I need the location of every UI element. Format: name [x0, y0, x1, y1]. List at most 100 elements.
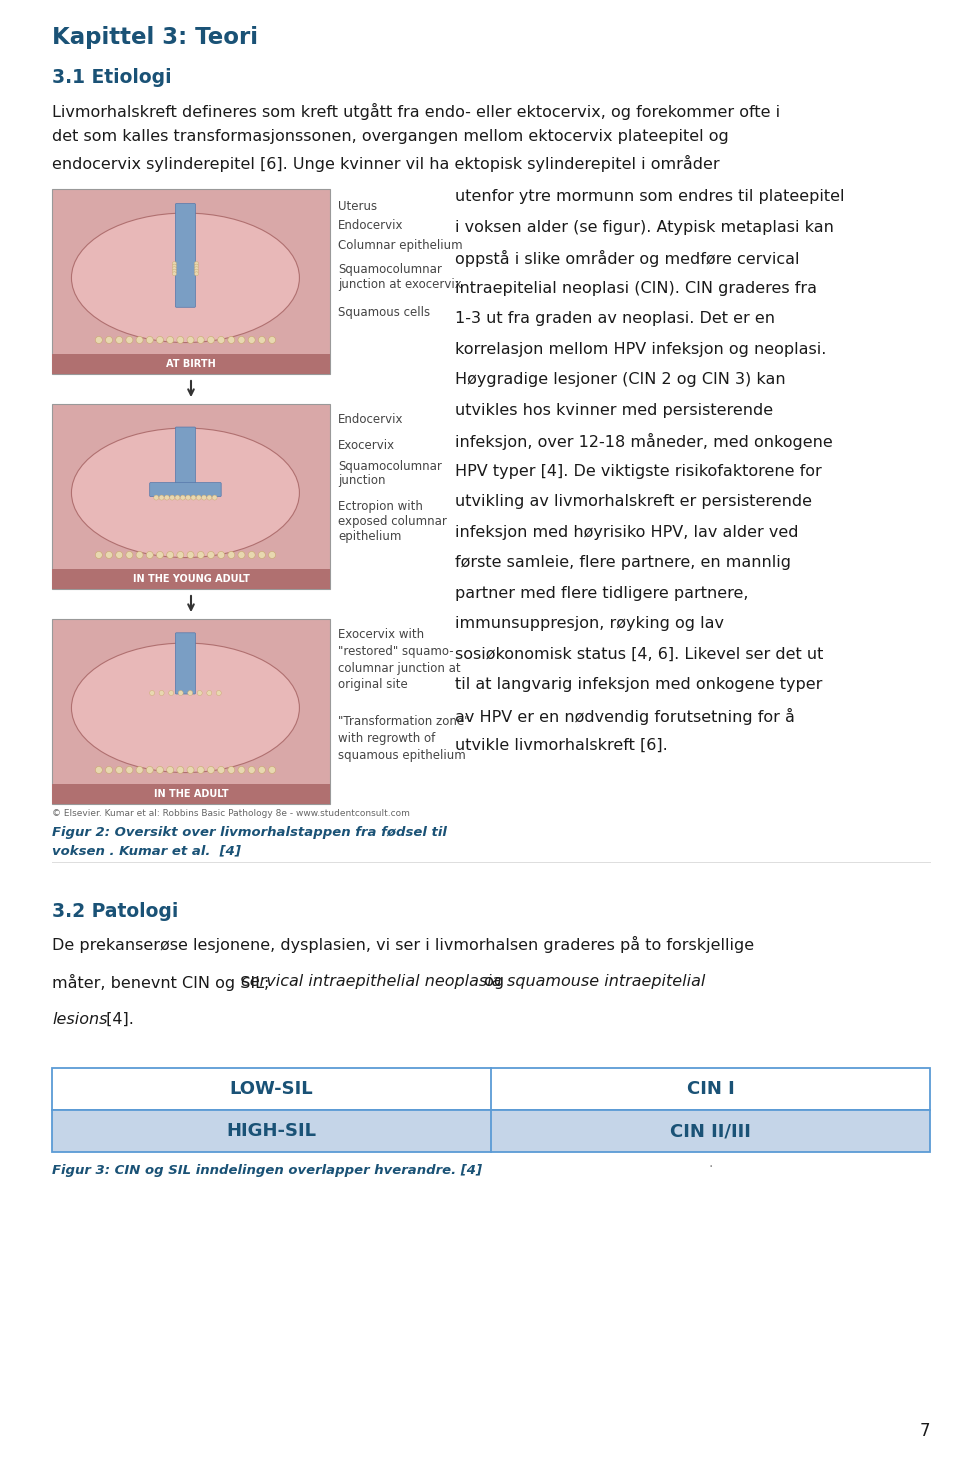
Text: Endocervix: Endocervix: [338, 219, 403, 232]
Circle shape: [197, 691, 203, 695]
Circle shape: [164, 496, 169, 500]
Circle shape: [218, 551, 225, 558]
Text: exposed columnar: exposed columnar: [338, 515, 446, 528]
Bar: [52, 620, 330, 803]
Text: junction at exocervix: junction at exocervix: [338, 278, 462, 290]
Circle shape: [95, 337, 103, 344]
Circle shape: [106, 551, 112, 558]
Circle shape: [136, 767, 143, 773]
Circle shape: [156, 767, 163, 773]
Circle shape: [126, 551, 132, 558]
Circle shape: [207, 551, 214, 558]
Text: i voksen alder (se figur). Atypisk metaplasi kan: i voksen alder (se figur). Atypisk metap…: [455, 220, 834, 235]
Circle shape: [206, 496, 212, 500]
Circle shape: [179, 691, 183, 695]
Text: Livmorhalskreft defineres som kreft utgått fra endo- eller ektocervix, og foreko: Livmorhalskreft defineres som kreft utgå…: [52, 104, 780, 120]
Text: original site: original site: [338, 678, 408, 691]
Text: til at langvarig infeksjon med onkogene typer: til at langvarig infeksjon med onkogene …: [455, 677, 823, 693]
Circle shape: [249, 767, 255, 773]
Circle shape: [249, 337, 255, 344]
Text: 3.1 Etiologi: 3.1 Etiologi: [52, 69, 172, 87]
Text: intraepitelial neoplasi (CIN). CIN graderes fra: intraepitelial neoplasi (CIN). CIN grade…: [455, 280, 817, 296]
Circle shape: [156, 551, 163, 558]
Text: Squamous cells: Squamous cells: [338, 306, 430, 318]
Circle shape: [106, 767, 112, 773]
Circle shape: [197, 551, 204, 558]
Text: "Transformation zone": "Transformation zone": [338, 716, 469, 728]
Text: utvikling av livmorhalskreft er persisterende: utvikling av livmorhalskreft er persiste…: [455, 494, 812, 509]
Circle shape: [258, 337, 265, 344]
Text: oppstå i slike områder og medføre cervical: oppstå i slike områder og medføre cervic…: [455, 249, 800, 267]
Text: det som kalles transformasjonssonen, overgangen mellom ektocervix plateepitel og: det som kalles transformasjonssonen, ove…: [52, 128, 729, 144]
Text: Figur 2: Oversikt over livmorhalstappen fra fødsel til: Figur 2: Oversikt over livmorhalstappen …: [52, 827, 446, 838]
Circle shape: [197, 337, 204, 344]
Text: LOW-SIL: LOW-SIL: [229, 1080, 313, 1098]
Text: IN THE ADULT: IN THE ADULT: [154, 789, 228, 799]
Text: Kapittel 3: Teori: Kapittel 3: Teori: [52, 26, 258, 50]
Text: og: og: [479, 974, 509, 989]
Circle shape: [177, 337, 184, 344]
Circle shape: [195, 261, 199, 265]
Circle shape: [269, 337, 276, 344]
Text: måter, benevnt CIN og SIL;: måter, benevnt CIN og SIL;: [52, 974, 275, 991]
Text: Figur 3: CIN og SIL inndelingen overlapper hverandre. [4]: Figur 3: CIN og SIL inndelingen overlapp…: [52, 1163, 482, 1177]
Circle shape: [206, 691, 212, 695]
Circle shape: [258, 767, 265, 773]
Circle shape: [180, 496, 185, 500]
Circle shape: [159, 691, 164, 695]
Circle shape: [228, 337, 235, 344]
Circle shape: [146, 337, 154, 344]
Circle shape: [136, 337, 143, 344]
Circle shape: [207, 767, 214, 773]
Text: sosiøkonomisk status [4, 6]. Likevel ser det ut: sosiøkonomisk status [4, 6]. Likevel ser…: [455, 646, 824, 662]
Circle shape: [167, 551, 174, 558]
Circle shape: [185, 496, 191, 500]
Bar: [52, 1110, 930, 1152]
Text: Uterus: Uterus: [338, 200, 377, 213]
Circle shape: [126, 767, 132, 773]
Bar: [52, 404, 330, 589]
Circle shape: [150, 691, 155, 695]
Circle shape: [196, 496, 202, 500]
Bar: [52, 569, 330, 589]
Text: 3.2 Patologi: 3.2 Patologi: [52, 903, 179, 921]
Text: utvikles hos kvinner med persisterende: utvikles hos kvinner med persisterende: [455, 402, 773, 417]
Text: CIN II/III: CIN II/III: [670, 1123, 751, 1140]
Circle shape: [177, 551, 184, 558]
Text: columnar junction at: columnar junction at: [338, 662, 461, 675]
Circle shape: [191, 496, 196, 500]
Text: HPV typer [4]. De viktigste risikofaktorene for: HPV typer [4]. De viktigste risikofaktor…: [455, 464, 822, 478]
Circle shape: [218, 767, 225, 773]
Circle shape: [154, 496, 158, 500]
Circle shape: [146, 551, 154, 558]
Circle shape: [106, 337, 112, 344]
Text: Columnar epithelium: Columnar epithelium: [338, 239, 463, 252]
FancyBboxPatch shape: [176, 204, 196, 308]
Text: immunsuppresjon, røyking og lav: immunsuppresjon, røyking og lav: [455, 615, 724, 631]
Ellipse shape: [71, 643, 300, 773]
Text: utenfor ytre mormunn som endres til plateepitel: utenfor ytre mormunn som endres til plat…: [455, 190, 845, 204]
Text: utvikle livmorhalskreft [6].: utvikle livmorhalskreft [6].: [455, 738, 668, 752]
Circle shape: [195, 271, 199, 276]
Circle shape: [116, 551, 123, 558]
Circle shape: [116, 337, 123, 344]
Text: Exocervix: Exocervix: [338, 439, 396, 452]
Circle shape: [258, 551, 265, 558]
Circle shape: [187, 337, 194, 344]
Text: første samleie, flere partnere, en mannlig: første samleie, flere partnere, en mannl…: [455, 555, 791, 570]
Circle shape: [187, 551, 194, 558]
FancyBboxPatch shape: [150, 483, 221, 497]
Circle shape: [167, 337, 174, 344]
Text: cervical intraepithelial neoplasia: cervical intraepithelial neoplasia: [241, 974, 501, 989]
Circle shape: [195, 267, 199, 271]
Text: endocervix sylinderepitel [6]. Unge kvinner vil ha ektopisk sylinderepitel i omr: endocervix sylinderepitel [6]. Unge kvin…: [52, 155, 720, 172]
Text: epithelium: epithelium: [338, 529, 401, 542]
Circle shape: [269, 551, 276, 558]
Text: junction: junction: [338, 474, 386, 487]
Bar: [52, 190, 330, 375]
Text: Squamocolumnar: Squamocolumnar: [338, 459, 442, 472]
Circle shape: [146, 767, 154, 773]
Text: infeksjon, over 12-18 måneder, med onkogene: infeksjon, over 12-18 måneder, med onkog…: [455, 433, 832, 451]
Circle shape: [195, 264, 199, 268]
Text: "restored" squamo-: "restored" squamo-: [338, 644, 454, 658]
